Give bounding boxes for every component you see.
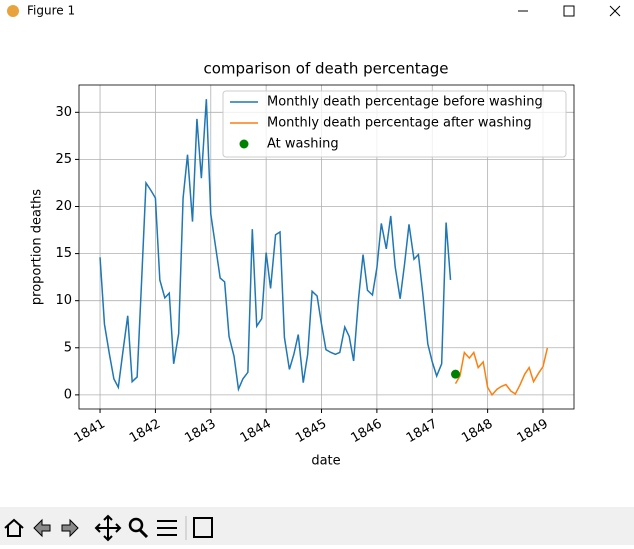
pan-button[interactable] — [94, 514, 122, 542]
x-tick-label: 1844 — [238, 417, 274, 447]
zoom-button[interactable] — [128, 517, 144, 533]
legend-label: Monthly death percentage after washing — [267, 116, 532, 131]
x-tick-label: 1847 — [404, 417, 440, 447]
configure-button[interactable] — [157, 520, 177, 536]
forward-button[interactable] — [61, 518, 79, 538]
back-button[interactable] — [33, 518, 51, 538]
save-button[interactable] — [193, 517, 213, 538]
x-tick-label: 1841 — [72, 417, 108, 447]
y-tick-label: 15 — [55, 246, 72, 261]
legend-label: At washing — [267, 137, 339, 152]
chart-title: comparison of death percentage — [203, 60, 448, 78]
x-tick-label: 1845 — [293, 417, 329, 447]
y-axis-label: proportion deaths — [30, 189, 45, 305]
toolbar — [0, 507, 634, 545]
y-tick-label: 5 — [64, 340, 72, 355]
home-button[interactable] — [4, 518, 24, 537]
y-tick-label: 0 — [64, 387, 72, 402]
x-tick-label: 1843 — [182, 417, 218, 447]
y-tick-label: 30 — [55, 105, 72, 120]
y-tick-label: 10 — [55, 293, 72, 308]
axes-frame — [78, 84, 575, 410]
legend-label: Monthly death percentage before washing — [267, 95, 543, 110]
data-line — [454, 347, 549, 397]
legend-marker — [239, 139, 249, 149]
y-tick-label: 20 — [55, 199, 72, 214]
y-tick-label: 25 — [55, 152, 72, 167]
legend-box — [222, 90, 567, 158]
data-point — [451, 369, 461, 379]
x-tick-label: 1842 — [127, 417, 163, 447]
close-button[interactable] — [609, 5, 621, 17]
x-axis-label: date — [311, 454, 340, 469]
x-tick-label: 1849 — [515, 417, 551, 447]
window-title: Figure 1 — [27, 4, 75, 18]
data-line — [99, 99, 452, 393]
x-tick-label: 1848 — [459, 417, 495, 447]
zoom-handle — [138, 528, 149, 539]
maximize-button[interactable] — [563, 5, 575, 17]
x-tick-label: 1846 — [348, 417, 384, 447]
app-icon — [7, 5, 19, 17]
title-bar — [0, 0, 634, 22]
